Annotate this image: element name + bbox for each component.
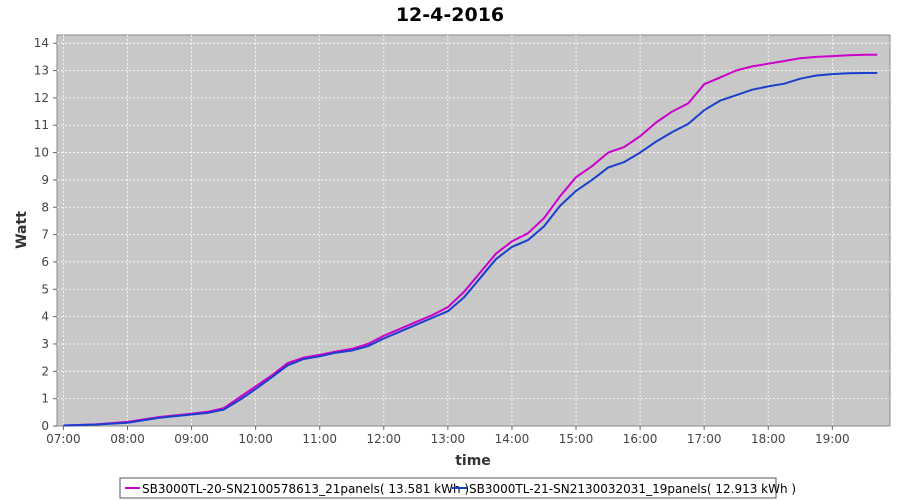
legend-entry-1: SB3000TL-20-SN2100578613_21panels( 13.58…	[142, 482, 469, 496]
x-tick-label: 16:00	[623, 432, 658, 446]
series-line-2	[63, 72, 878, 427]
x-tick-label: 17:00	[687, 432, 722, 446]
y-tick-label: 5	[41, 282, 49, 296]
y-tick-label: 1	[41, 392, 49, 406]
y-tick-label: 13	[34, 64, 49, 78]
legend-box	[119, 477, 777, 499]
y-tick-label: 11	[34, 118, 49, 132]
x-tick-label: 12:00	[366, 432, 401, 446]
chart-title: 12-4-2016	[396, 4, 504, 26]
legend-entry-2: SB3000TL-21-SN2130032031_19panels( 12.91…	[469, 482, 796, 496]
y-tick-label: 0	[41, 419, 49, 433]
x-tick-label: 11:00	[302, 432, 337, 446]
legend: SB3000TL-20-SN2100578613_21panels( 13.58…	[119, 477, 796, 499]
y-tick-label: 9	[41, 173, 49, 187]
x-tick-label: 07:00	[46, 432, 81, 446]
x-tick-label: 13:00	[431, 432, 466, 446]
series-layer	[63, 53, 878, 427]
y-tick-label: 8	[41, 200, 49, 214]
y-tick-label: 2	[41, 364, 49, 378]
y-tick-label: 4	[41, 310, 49, 324]
y-tick-label: 10	[34, 146, 49, 160]
x-tick-label: 18:00	[751, 432, 786, 446]
x-axis-label: time	[455, 453, 491, 469]
x-tick-label: 09:00	[174, 432, 209, 446]
x-axis: 07:00 08:00 09:00 10:00 11:00 12:00 13:00 14:00…	[46, 426, 850, 446]
x-tick-label: 10:00	[238, 432, 273, 446]
x-tick-label: 14:00	[495, 432, 530, 446]
y-tick-label: 7	[41, 228, 49, 242]
y-tick-label: 12	[34, 91, 49, 105]
y-axis-label: Watt	[14, 211, 30, 249]
y-tick-label: 6	[41, 255, 49, 269]
grid-lines	[57, 35, 890, 426]
plot-area	[56, 34, 891, 427]
y-tick-label: 3	[41, 337, 49, 351]
x-tick-label: 15:00	[559, 432, 594, 446]
x-tick-label: 19:00	[815, 432, 850, 446]
series-line-1	[63, 53, 878, 427]
y-tick-label: 14	[34, 36, 49, 50]
x-tick-label: 08:00	[110, 432, 145, 446]
